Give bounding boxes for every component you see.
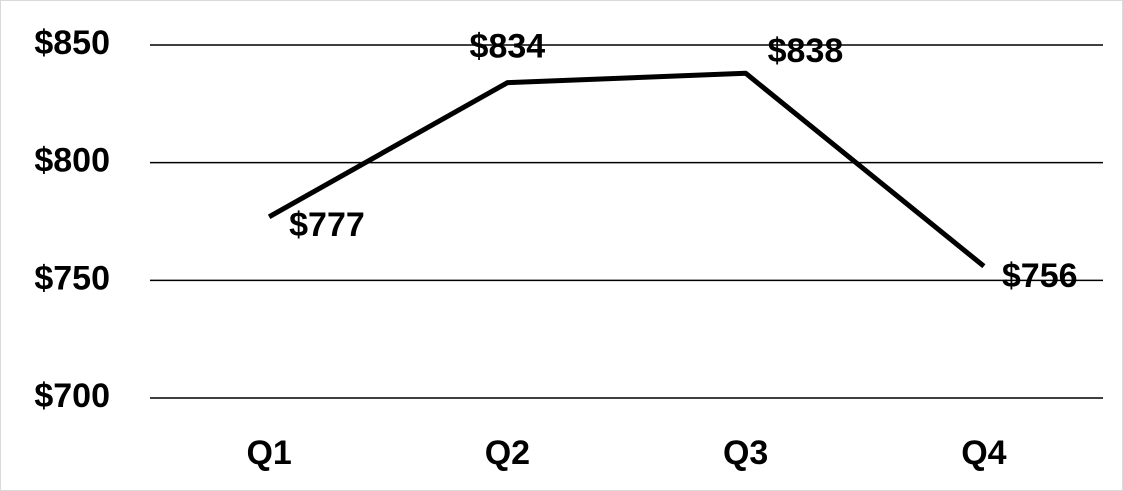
- data-label: $838: [768, 32, 844, 70]
- data-label: $756: [1002, 257, 1078, 295]
- y-tick-label: $800: [34, 142, 110, 180]
- line-series: [267, 70, 986, 269]
- y-tick-label: $750: [34, 259, 110, 297]
- data-label: $777: [289, 206, 365, 244]
- x-tick-label: Q4: [961, 434, 1006, 472]
- x-tick-label: Q2: [485, 434, 530, 472]
- data-label: $834: [470, 28, 546, 66]
- y-tick-label: $850: [34, 24, 110, 62]
- x-tick-label: Q1: [246, 434, 291, 472]
- x-tick-label: Q3: [723, 434, 768, 472]
- y-tick-label: $700: [34, 377, 110, 415]
